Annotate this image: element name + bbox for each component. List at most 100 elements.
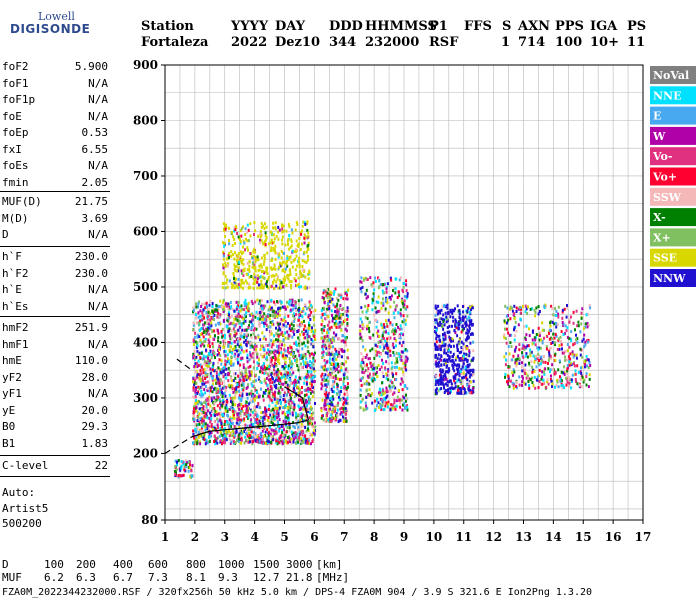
- echo-dot: [256, 277, 259, 281]
- echo-dot: [389, 305, 392, 309]
- echo-dot: [205, 405, 208, 409]
- echo-dot: [377, 295, 380, 299]
- echo-dot: [298, 396, 300, 400]
- echo-dot: [222, 308, 224, 311]
- echo-dot: [297, 425, 300, 429]
- echo-dot: [387, 346, 390, 350]
- echo-dot: [470, 368, 473, 372]
- echo-dot: [399, 336, 402, 340]
- echo-dot: [250, 327, 253, 331]
- echo-dot: [368, 321, 371, 325]
- echo-dot: [231, 284, 234, 288]
- echo-dot: [313, 421, 316, 425]
- header-label: PS: [627, 19, 647, 34]
- echo-dot: [343, 405, 346, 409]
- echo-dot: [307, 438, 310, 442]
- echo-dot: [556, 323, 559, 327]
- echo-dot: [244, 412, 247, 416]
- echo-dot: [372, 298, 375, 302]
- echo-dot: [336, 408, 339, 412]
- echo-dot: [385, 290, 388, 294]
- echo-dot: [393, 353, 396, 357]
- echo-dot: [321, 398, 324, 402]
- echo-dot: [232, 399, 235, 403]
- echo-dot: [246, 434, 249, 438]
- echo-dot: [395, 372, 398, 376]
- echo-dot: [392, 289, 394, 293]
- echo-dot: [322, 353, 325, 357]
- echo-dot: [253, 409, 256, 413]
- echo-dot: [310, 370, 313, 374]
- echo-dot: [462, 375, 465, 379]
- echo-dot: [292, 303, 295, 307]
- echo-dot: [286, 300, 288, 304]
- header-label: AXN: [518, 19, 551, 34]
- echo-dot: [269, 393, 272, 397]
- echo-dot: [256, 312, 259, 316]
- echo-dot: [246, 239, 249, 243]
- echo-dot: [394, 308, 397, 312]
- echo-dot: [218, 390, 221, 394]
- echo-dot: [386, 405, 389, 409]
- echo-dot: [440, 378, 443, 381]
- echo-dot: [265, 270, 268, 274]
- echo-dot: [265, 367, 268, 371]
- echo-dot: [195, 376, 198, 380]
- echo-dot: [242, 321, 245, 325]
- echo-dot: [228, 341, 231, 345]
- echo-dot: [275, 273, 278, 277]
- echo-dot: [331, 384, 334, 388]
- echo-dot: [214, 399, 217, 403]
- echo-dot: [340, 406, 343, 410]
- echo-dot: [202, 419, 205, 423]
- echo-dot: [402, 370, 405, 374]
- echo-dot: [230, 361, 233, 365]
- echo-dot: [247, 228, 250, 232]
- echo-dot: [347, 288, 350, 292]
- echo-dot: [307, 374, 310, 378]
- echo-dot: [379, 388, 382, 392]
- echo-dot: [255, 327, 258, 331]
- param-row: yE 20.0: [2, 404, 108, 420]
- echo-dot: [443, 386, 445, 390]
- echo-dot: [200, 372, 203, 376]
- echo-dot: [281, 305, 284, 309]
- echo-dot: [285, 354, 288, 358]
- echo-dot: [396, 296, 399, 299]
- echo-dot: [234, 345, 237, 349]
- echo-dot: [278, 389, 280, 393]
- echo-dot: [294, 431, 297, 434]
- echo-dot: [239, 283, 242, 287]
- echo-dot: [270, 360, 273, 364]
- echo-dot: [289, 299, 292, 303]
- echo-dot: [276, 344, 278, 348]
- echo-dot: [253, 279, 256, 283]
- echo-dot: [297, 243, 300, 247]
- echo-dot: [276, 409, 279, 413]
- echo-dot: [299, 407, 302, 411]
- echo-dot: [216, 397, 219, 401]
- echo-dot: [221, 335, 224, 339]
- echo-dot: [384, 339, 387, 343]
- echo-dot: [264, 337, 267, 341]
- echo-dot: [197, 402, 200, 406]
- echo-dot: [320, 374, 323, 378]
- echo-dot: [271, 394, 274, 398]
- echo-dot: [461, 376, 464, 380]
- echo-dot: [435, 318, 438, 322]
- echo-dot: [252, 276, 255, 280]
- echo-dot: [337, 316, 339, 320]
- echo-dot: [365, 407, 368, 411]
- echo-dot: [239, 397, 242, 401]
- echo-dot: [252, 422, 255, 426]
- echo-dot: [300, 272, 302, 276]
- echo-dot: [322, 350, 325, 354]
- echo-dot: [291, 381, 294, 385]
- echo-dot: [472, 379, 475, 383]
- echo-dot: [220, 329, 223, 333]
- echo-dot: [287, 322, 289, 325]
- echo-dot: [372, 377, 375, 381]
- echo-dot: [305, 307, 308, 311]
- echo-dot: [382, 361, 385, 365]
- echo-dot: [314, 328, 317, 332]
